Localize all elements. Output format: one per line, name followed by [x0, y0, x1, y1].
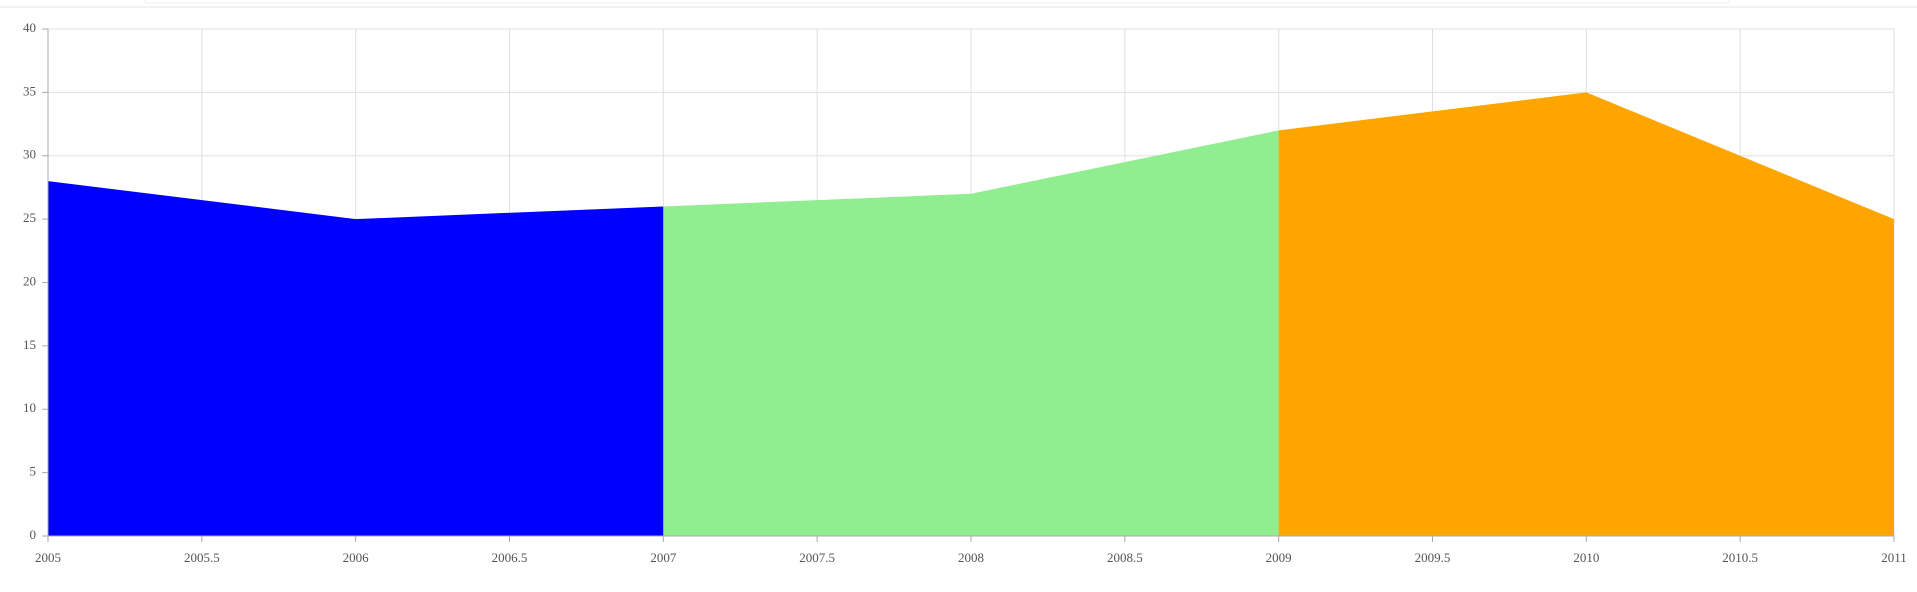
y-tick-label: 0 — [30, 527, 37, 542]
y-tick-label: 25 — [23, 210, 36, 225]
x-tick-label: 2006 — [343, 550, 370, 565]
x-tick-label: 2006.5 — [492, 550, 528, 565]
x-tick-label: 2008 — [958, 550, 984, 565]
area — [1278, 92, 1894, 536]
y-tick-label: 15 — [23, 337, 36, 352]
x-tick-label: 2005 — [35, 550, 61, 565]
x-tick-label: 2010.5 — [1722, 550, 1758, 565]
x-tick-label: 2009.5 — [1415, 550, 1451, 565]
axes: 0 5 10 15 20 25 30 35 40 2005 2005.5 2006 2006.5 2007… — [23, 20, 1907, 565]
toolbar — [143, 0, 1731, 4]
x-tick-label: 2008.5 — [1107, 550, 1143, 565]
x-tick-label: 2011 — [1881, 550, 1907, 565]
y-tick-label: 20 — [23, 273, 36, 288]
y-tick-label: 5 — [30, 464, 37, 479]
y-tick-label: 35 — [23, 83, 36, 98]
y-tick-label: 30 — [23, 147, 36, 162]
x-tick-label: 2009 — [1266, 550, 1292, 565]
areas — [48, 92, 1894, 536]
area — [663, 130, 1279, 536]
y-tick-label: 10 — [23, 400, 36, 415]
x-tick-label: 2010 — [1573, 550, 1599, 565]
x-tick-label: 2005.5 — [184, 550, 220, 565]
x-tick-label: 2007 — [650, 550, 677, 565]
x-tick-label: 2007.5 — [799, 550, 835, 565]
y-tick-label: 40 — [23, 20, 36, 35]
area — [48, 181, 664, 536]
